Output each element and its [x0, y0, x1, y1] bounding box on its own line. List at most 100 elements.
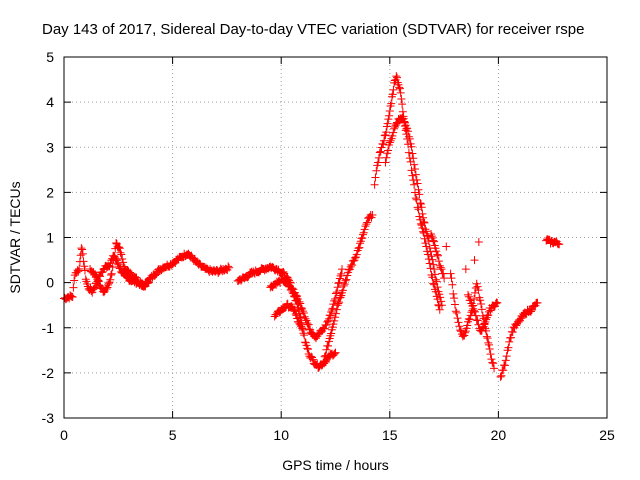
data-point: [303, 345, 312, 354]
data-point: [331, 313, 340, 322]
data-point: [410, 180, 419, 189]
data-point: [116, 248, 125, 257]
data-point: [112, 239, 121, 248]
data-point: [408, 171, 417, 180]
data-point: [502, 352, 511, 361]
data-point: [291, 310, 300, 318]
data-point: [339, 281, 348, 290]
data-point: [413, 179, 422, 188]
data-point: [381, 158, 390, 167]
data-point: [464, 292, 473, 301]
data-point: [396, 88, 405, 97]
data-point: [429, 260, 438, 269]
data-point: [473, 282, 482, 291]
data-point: [470, 306, 479, 315]
data-point: [78, 249, 87, 258]
data-point: [303, 344, 312, 353]
data-point: [397, 95, 406, 104]
data-point: [484, 311, 493, 320]
data-point: [329, 320, 338, 329]
data-point: [356, 239, 365, 248]
data-point: [69, 283, 78, 292]
data-point: [385, 107, 394, 116]
data-point: [482, 315, 491, 324]
axis-ticks: 0 5 10 15 20 25 -3 -2 -1 0 1 2 3 4 5: [42, 49, 615, 443]
data-point: [102, 284, 111, 293]
data-point: [322, 345, 331, 354]
data-point: [387, 99, 396, 108]
data-point: [341, 276, 350, 285]
data-point: [407, 166, 416, 175]
data-point: [308, 355, 317, 364]
data-point: [334, 279, 343, 288]
data-point: [354, 244, 363, 253]
data-point: [407, 142, 416, 151]
data-point: [332, 305, 341, 314]
data-point: [437, 265, 446, 274]
data-point: [434, 251, 443, 260]
data-point: [90, 283, 99, 292]
data-point: [388, 90, 397, 99]
data-point: [296, 320, 305, 329]
data-point: [338, 286, 347, 295]
data-point: [384, 115, 393, 124]
data-point: [362, 220, 371, 229]
data-point: [352, 250, 361, 259]
data-point: [463, 290, 472, 299]
data-point: [214, 268, 223, 277]
data-point: [474, 320, 483, 329]
data-point: [461, 328, 470, 337]
data-point: [324, 341, 333, 350]
data-point: [109, 255, 118, 264]
data-point: [81, 275, 90, 284]
data-point: [385, 111, 394, 120]
data-point: [113, 259, 122, 268]
data-point: [454, 318, 463, 327]
data-point: [385, 138, 394, 147]
data-point: [432, 277, 441, 286]
data-point: [334, 299, 343, 308]
data-point: [80, 266, 89, 275]
data-point: [75, 264, 84, 273]
data-point: [393, 73, 402, 82]
data-point: [448, 280, 457, 289]
data-point: [422, 227, 431, 236]
data-point: [376, 147, 385, 156]
data-point: [329, 300, 338, 309]
data-point: [119, 258, 128, 267]
grid-lines: [64, 57, 607, 418]
data-point: [115, 244, 124, 253]
data-point: [331, 295, 340, 304]
data-point: [392, 119, 401, 128]
data-point: [292, 296, 301, 305]
data-point: [94, 277, 103, 286]
data-point: [415, 190, 424, 199]
data-point: [431, 275, 440, 284]
data-point: [485, 344, 494, 353]
data-point: [505, 337, 514, 346]
data-point: [429, 236, 438, 245]
data-point: [370, 180, 379, 189]
plot-frame: [63, 56, 608, 419]
data-point: [474, 286, 483, 295]
data-point: [470, 294, 479, 303]
data-point: [348, 261, 357, 270]
data-point: [489, 359, 498, 368]
data-point: [488, 358, 497, 367]
y-tick-label: 5: [46, 49, 54, 65]
data-point: [416, 199, 425, 208]
data-point: [301, 314, 310, 323]
x-tick-label: 15: [382, 427, 398, 443]
data-point: [405, 134, 414, 143]
data-point: [470, 256, 479, 265]
data-point: [453, 314, 462, 323]
data-point: [293, 314, 302, 323]
y-tick-label: 3: [46, 139, 54, 155]
data-point: [110, 252, 119, 261]
data-point: [132, 273, 141, 282]
y-tick-label: 2: [46, 184, 54, 200]
data-point: [298, 323, 307, 332]
data-point: [411, 194, 420, 203]
data-point: [338, 265, 347, 274]
